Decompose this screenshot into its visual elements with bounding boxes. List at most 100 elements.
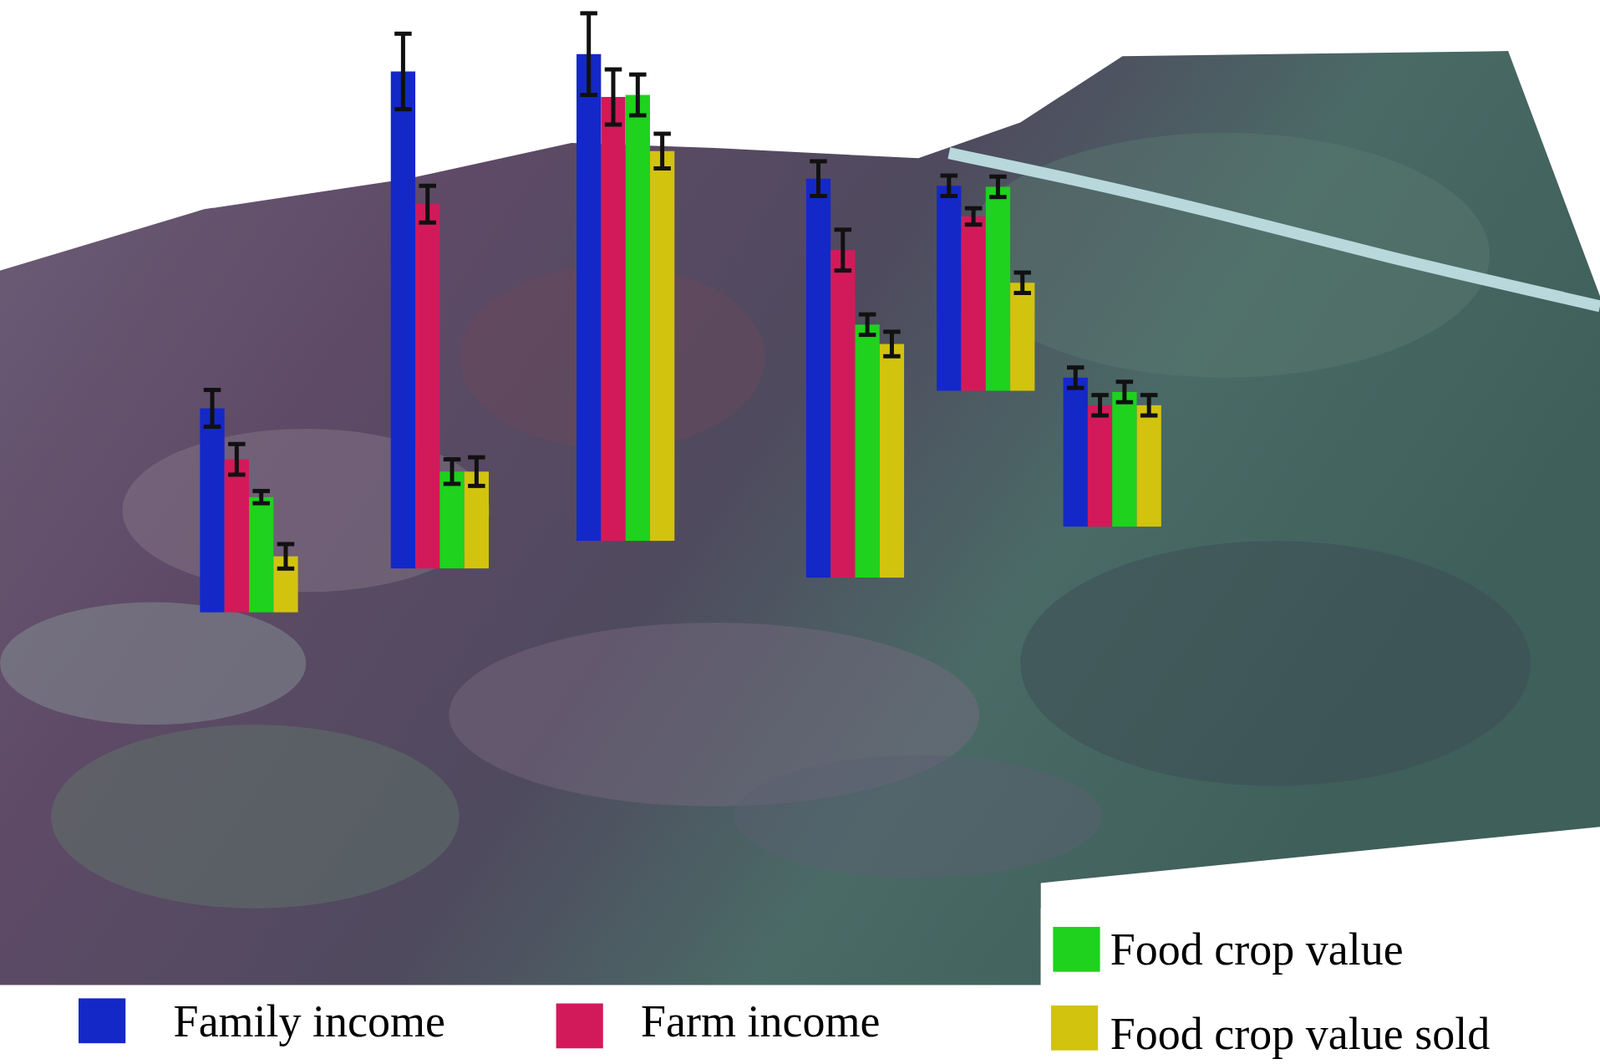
terrain-patch bbox=[50, 724, 460, 909]
bar-group bbox=[391, 71, 489, 569]
error-cap bbox=[228, 472, 246, 477]
error-cap bbox=[418, 220, 437, 225]
bar bbox=[1087, 405, 1113, 527]
error-line bbox=[1097, 395, 1103, 416]
river bbox=[949, 152, 1600, 306]
error-cap bbox=[834, 268, 853, 273]
error-line bbox=[474, 457, 479, 486]
legend-swatch bbox=[78, 997, 126, 1043]
error-cap bbox=[883, 354, 901, 359]
bar bbox=[391, 71, 416, 569]
error-line bbox=[283, 543, 288, 569]
error-line bbox=[995, 176, 1001, 197]
bar bbox=[854, 324, 879, 578]
error-line bbox=[210, 390, 215, 427]
error-cap bbox=[252, 501, 270, 506]
bar bbox=[1063, 377, 1088, 527]
error-bar bbox=[1140, 395, 1159, 416]
error-cap bbox=[604, 121, 623, 127]
error-cap bbox=[965, 222, 983, 227]
error-line bbox=[450, 459, 455, 484]
error-cap bbox=[653, 131, 671, 136]
bar bbox=[985, 186, 1011, 391]
terrain-patch bbox=[1020, 540, 1531, 786]
legend-label: Family income bbox=[173, 995, 446, 1047]
error-cap bbox=[418, 183, 437, 188]
error-bar-group bbox=[940, 175, 1032, 293]
bar bbox=[806, 178, 831, 579]
error-line bbox=[1020, 272, 1025, 293]
bar bbox=[1112, 391, 1137, 527]
error-cap bbox=[1091, 392, 1109, 397]
error-bar-group bbox=[203, 390, 295, 569]
chart: Family income Farm income Food crop value F… bbox=[0, 0, 1600, 1064]
error-line bbox=[611, 69, 616, 125]
error-line bbox=[425, 185, 430, 223]
bar-group bbox=[199, 408, 298, 613]
legend-swatch bbox=[556, 1003, 604, 1049]
error-cap bbox=[394, 106, 412, 112]
legend-label: Food crop value bbox=[1110, 924, 1404, 975]
error-line bbox=[946, 175, 951, 196]
bar bbox=[224, 459, 249, 613]
legend: Family income Farm income Food crop value F… bbox=[78, 908, 1600, 1064]
error-cap bbox=[1140, 413, 1159, 418]
legend-background bbox=[1041, 908, 1600, 1064]
error-line bbox=[840, 229, 845, 271]
error-cap bbox=[1116, 400, 1134, 405]
error-cap bbox=[653, 166, 671, 171]
error-line bbox=[1073, 367, 1078, 388]
error-cap bbox=[1140, 392, 1159, 397]
bar bbox=[248, 497, 274, 613]
legend-label: Food crop value sold bbox=[1110, 1008, 1490, 1059]
error-line bbox=[865, 314, 870, 335]
error-line bbox=[234, 443, 239, 475]
error-cap bbox=[1091, 413, 1109, 418]
error-cap bbox=[940, 173, 959, 178]
bar bbox=[960, 216, 986, 392]
error-bar bbox=[418, 185, 437, 223]
error-cap bbox=[1116, 379, 1134, 384]
error-line bbox=[889, 331, 894, 356]
error-cap bbox=[1013, 270, 1032, 275]
bar-group bbox=[1063, 377, 1162, 527]
error-cap bbox=[834, 227, 853, 232]
bar bbox=[464, 471, 489, 569]
error-cap bbox=[629, 113, 647, 118]
error-bar bbox=[443, 459, 462, 484]
bar bbox=[1137, 405, 1162, 527]
bar bbox=[879, 344, 905, 579]
error-cap bbox=[252, 488, 270, 493]
error-bar bbox=[252, 490, 270, 503]
error-cap bbox=[203, 424, 222, 429]
error-cap bbox=[989, 174, 1007, 179]
terrain bbox=[0, 50, 1600, 985]
terrain-ground bbox=[0, 50, 1600, 985]
bar bbox=[936, 185, 961, 391]
error-bar bbox=[277, 543, 295, 569]
error-bar bbox=[1013, 272, 1032, 293]
error-bar bbox=[203, 390, 222, 427]
error-line bbox=[971, 208, 976, 225]
error-cap bbox=[940, 193, 959, 199]
error-bar bbox=[940, 175, 959, 196]
bar bbox=[625, 95, 651, 542]
error-bar bbox=[394, 33, 412, 109]
error-cap bbox=[579, 10, 598, 16]
error-cap bbox=[629, 72, 647, 77]
error-cap bbox=[858, 312, 877, 317]
legend-label: Farm income bbox=[640, 995, 880, 1047]
error-line bbox=[401, 33, 406, 109]
error-line bbox=[660, 133, 665, 169]
legend-swatch bbox=[1051, 1005, 1098, 1051]
error-cap bbox=[1066, 386, 1085, 391]
error-cap bbox=[989, 194, 1007, 199]
bar-group bbox=[576, 54, 675, 542]
error-line bbox=[1122, 381, 1127, 402]
error-cap bbox=[965, 206, 983, 211]
bar-group bbox=[806, 178, 905, 579]
error-bar bbox=[604, 69, 623, 125]
bar bbox=[1010, 282, 1035, 391]
error-line bbox=[635, 74, 640, 116]
bar bbox=[600, 96, 625, 541]
